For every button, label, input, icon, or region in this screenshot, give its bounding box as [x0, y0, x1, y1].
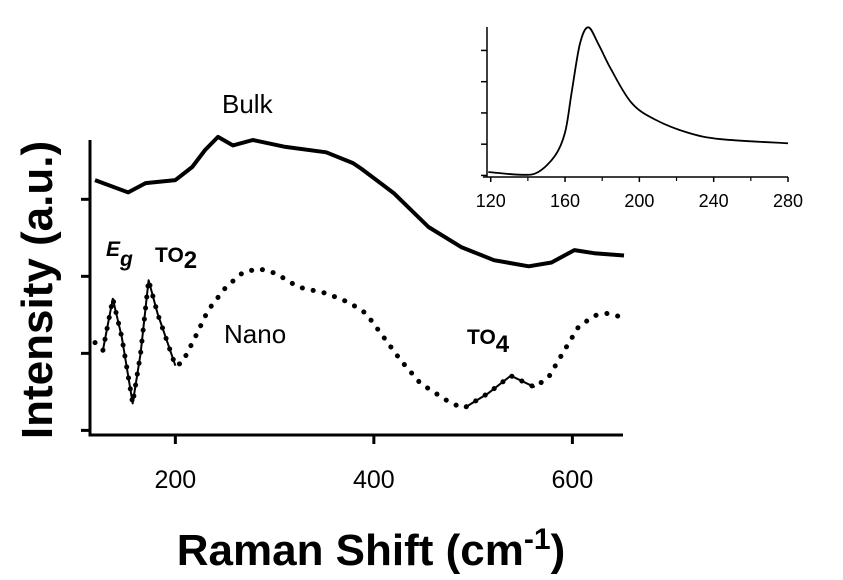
x-tick-label: 200 — [155, 466, 197, 494]
annotation-to2: TO2 — [155, 244, 197, 274]
main-series — [92, 134, 625, 411]
y-axis-label: Intensity (a.u.) — [13, 141, 62, 439]
inset-x-tick-label: 240 — [699, 191, 729, 211]
main-axes: 200 400 600 — [81, 140, 623, 494]
x-tick-label: 600 — [552, 466, 594, 494]
x-tick-label: 400 — [353, 466, 395, 494]
annotation-nano: Nano — [224, 319, 286, 349]
x-axis-label: Raman Shift (cm-1) — [177, 523, 566, 575]
to4-subscript: 4 — [496, 331, 510, 358]
inset-x-tick-label: 280 — [773, 191, 803, 211]
to2-main: TO — [155, 244, 184, 267]
x-label-close: ) — [551, 526, 566, 575]
annotation-to4: TO4 — [467, 326, 510, 358]
inset-x-tick-label: 160 — [550, 191, 580, 211]
to4-main: TO — [467, 326, 496, 349]
x-label-main: Raman Shift (cm — [177, 526, 524, 575]
inset-x-tick-label: 120 — [476, 191, 506, 211]
eg-subscript: g — [119, 248, 133, 271]
series-line-nano — [92, 266, 622, 411]
series-line-bulk — [94, 134, 625, 269]
series-line-fit — [463, 374, 536, 409]
x-label-superscript: -1 — [524, 523, 551, 556]
inset-axes: 120 160 200 240 280 — [476, 27, 803, 211]
inset-series-line — [488, 26, 789, 176]
series-line-fit — [101, 279, 177, 405]
eg-main: E — [106, 238, 121, 261]
annotation-bulk: Bulk — [222, 89, 274, 119]
annotation-eg: Eg — [106, 238, 133, 271]
inset-series — [488, 26, 789, 176]
inset-x-tick-label: 200 — [624, 191, 654, 211]
to2-subscript: 2 — [184, 247, 197, 274]
